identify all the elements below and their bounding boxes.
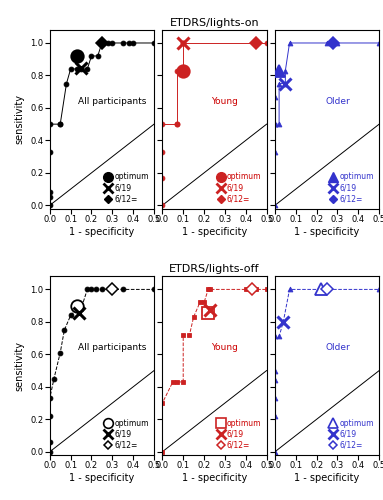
Legend: optimum, 6/19, 6/12=: optimum, 6/19, 6/12= [328,171,375,205]
Title: ETDRS/lights-off: ETDRS/lights-off [169,264,260,274]
Legend: optimum, 6/19, 6/12=: optimum, 6/19, 6/12= [103,418,150,451]
Legend: optimum, 6/19, 6/12=: optimum, 6/19, 6/12= [215,418,263,451]
Title: ETDRS/lights-on: ETDRS/lights-on [170,18,259,28]
Text: All participants: All participants [78,97,147,106]
X-axis label: 1 - specificity: 1 - specificity [295,226,360,236]
Y-axis label: sensitivity: sensitivity [15,340,25,390]
X-axis label: 1 - specificity: 1 - specificity [69,473,134,483]
Y-axis label: sensitivity: sensitivity [15,94,25,144]
X-axis label: 1 - specificity: 1 - specificity [182,226,247,236]
Text: Young: Young [211,344,238,352]
X-axis label: 1 - specificity: 1 - specificity [295,473,360,483]
Legend: optimum, 6/19, 6/12=: optimum, 6/19, 6/12= [215,171,263,205]
X-axis label: 1 - specificity: 1 - specificity [182,473,247,483]
Legend: optimum, 6/19, 6/12=: optimum, 6/19, 6/12= [103,171,150,205]
Text: Young: Young [211,97,238,106]
Text: Older: Older [325,344,350,352]
Legend: optimum, 6/19, 6/12=: optimum, 6/19, 6/12= [328,418,375,451]
Text: Older: Older [325,97,350,106]
X-axis label: 1 - specificity: 1 - specificity [69,226,134,236]
Text: All participants: All participants [78,344,147,352]
